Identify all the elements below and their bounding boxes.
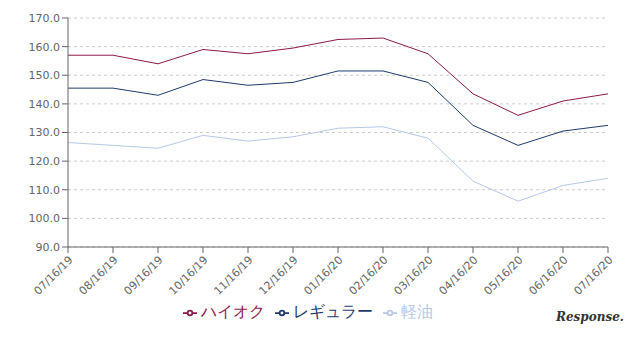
html-text:レギュラー: レギュラー (293, 302, 373, 321)
svg-text:03/16/20: 03/16/20 (392, 253, 436, 297)
svg-text:07/16/19: 07/16/19 (32, 253, 76, 297)
svg-text:06/16/20: 06/16/20 (527, 253, 571, 297)
svg-text:10/16/19: 10/16/19 (167, 253, 211, 297)
svg-text:08/16/19: 08/16/19 (77, 253, 121, 297)
svg-text:11/16/19: 11/16/19 (212, 253, 256, 297)
svg-text:01/16/20: 01/16/20 (302, 253, 346, 297)
svg-text:100.0: 100.0 (29, 212, 61, 225)
html-text:Response.: Response. (555, 310, 624, 324)
svg-text:160.0: 160.0 (29, 41, 61, 54)
svg-text:110.0: 110.0 (29, 184, 61, 197)
svg-text:07/16/20: 07/16/20 (572, 253, 616, 297)
svg-text:05/16/20: 05/16/20 (482, 253, 526, 297)
svg-text:12/16/19: 12/16/19 (257, 253, 301, 297)
html-text:ハイオク: ハイオク (201, 302, 265, 321)
html-text:軽油: 軽油 (401, 302, 433, 321)
svg-text:170.0: 170.0 (29, 12, 61, 25)
svg-text:04/16/20: 04/16/20 (437, 253, 481, 297)
svg-text:90.0: 90.0 (36, 241, 61, 254)
svg-text:120.0: 120.0 (29, 155, 61, 168)
svg-text:150.0: 150.0 (29, 69, 61, 82)
svg-text:130.0: 130.0 (29, 126, 61, 139)
svg-text:09/16/19: 09/16/19 (122, 253, 166, 297)
svg-text:140.0: 140.0 (29, 98, 61, 111)
svg-text:02/16/20: 02/16/20 (347, 253, 391, 297)
